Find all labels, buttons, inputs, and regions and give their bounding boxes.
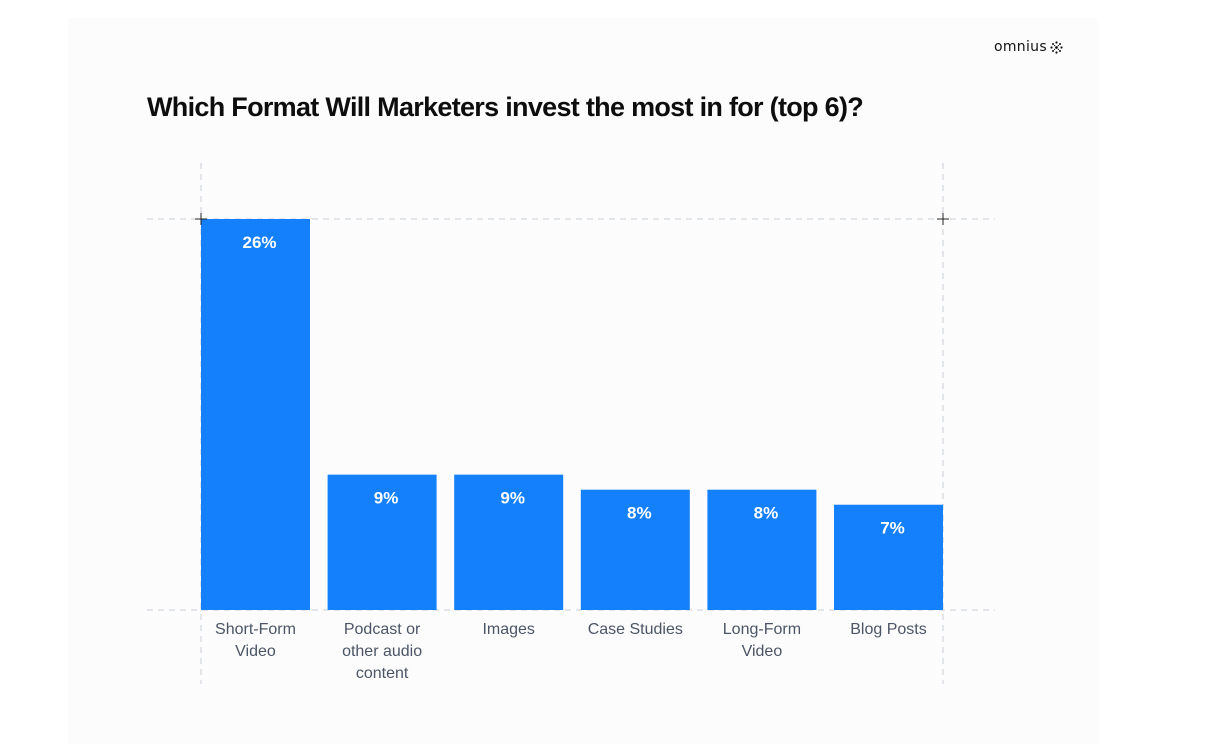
value-label-5: 7% [880,519,905,538]
crosshair-marker-right [937,213,949,225]
category-label-0: Short-Form Video [215,621,296,660]
value-label-group: 26% 9% 9% 8% 8% 7% [242,233,904,538]
category-label-3: Case Studies [588,621,683,638]
value-label-3: 8% [627,504,652,523]
bar-4 [707,489,817,610]
category-label-group: Short-Form Video Podcast or other audio cont… [215,621,927,682]
value-label-4: 8% [754,504,779,523]
crosshair-marker-left [195,213,207,225]
value-label-0: 26% [242,233,276,252]
category-label-1: Podcast or other audio content [342,621,422,682]
bar-5 [834,504,943,610]
value-label-1: 9% [374,489,399,508]
sparkle-dots-icon [1050,40,1063,54]
category-label-5: Blog Posts [850,621,926,638]
category-label-2: Images [482,621,534,638]
value-label-2: 9% [500,489,525,508]
chart-title: Which Format Will Marketers invest the m… [147,92,864,122]
brand-logo: omnius [994,39,1063,55]
bar-group [201,219,943,610]
brand-logo-text: omnius [994,39,1047,55]
bar-0 [201,219,310,610]
bar-1 [327,474,437,610]
category-label-4: Long-Form Video [723,621,801,660]
bar-3 [580,489,690,610]
bar-2 [454,474,564,610]
